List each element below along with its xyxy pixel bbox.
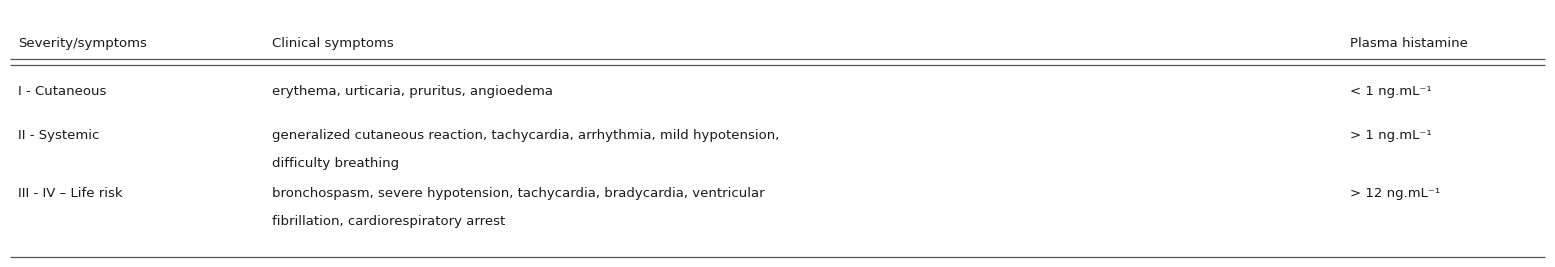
- Text: generalized cutaneous reaction, tachycardia, arrhythmia, mild hypotension,: generalized cutaneous reaction, tachycar…: [272, 129, 779, 142]
- Text: < 1 ng.mL⁻¹: < 1 ng.mL⁻¹: [1350, 85, 1432, 98]
- Text: fibrillation, cardiorespiratory arrest: fibrillation, cardiorespiratory arrest: [272, 215, 505, 228]
- Text: Clinical symptoms: Clinical symptoms: [272, 37, 393, 50]
- Text: Severity/symptoms: Severity/symptoms: [19, 37, 146, 50]
- Text: erythema, urticaria, pruritus, angioedema: erythema, urticaria, pruritus, angioedem…: [272, 85, 554, 98]
- Text: Plasma histamine: Plasma histamine: [1350, 37, 1468, 50]
- Text: difficulty breathing: difficulty breathing: [272, 157, 400, 170]
- Text: bronchospasm, severe hypotension, tachycardia, bradycardia, ventricular: bronchospasm, severe hypotension, tachyc…: [272, 187, 765, 200]
- Text: I - Cutaneous: I - Cutaneous: [19, 85, 106, 98]
- Text: > 12 ng.mL⁻¹: > 12 ng.mL⁻¹: [1350, 187, 1440, 200]
- Text: > 1 ng.mL⁻¹: > 1 ng.mL⁻¹: [1350, 129, 1432, 142]
- Text: II - Systemic: II - Systemic: [19, 129, 100, 142]
- Text: III - IV – Life risk: III - IV – Life risk: [19, 187, 123, 200]
